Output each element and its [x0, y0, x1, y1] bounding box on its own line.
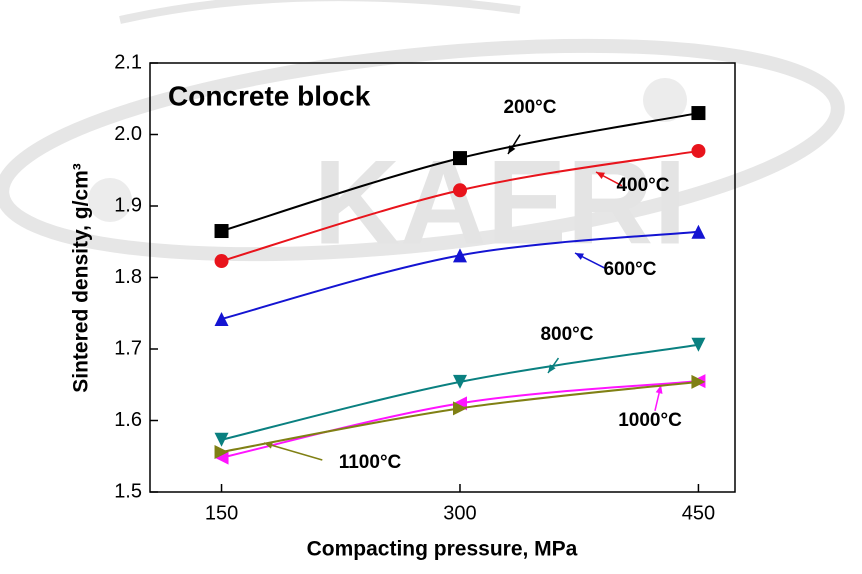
annotation-arrowhead — [596, 172, 605, 179]
y-tick-label: 2.1 — [114, 51, 142, 73]
watermark: KAERI — [313, 136, 686, 270]
annotation-arrowhead — [575, 253, 584, 260]
y-tick-label: 1.9 — [114, 194, 142, 216]
marker — [452, 183, 467, 198]
series-label: 1100°C — [339, 452, 402, 473]
marker — [452, 151, 467, 166]
annotation-arrowhead — [508, 145, 516, 154]
marker — [691, 143, 706, 158]
marker — [452, 248, 467, 263]
y-tick-label: 2.0 — [114, 123, 142, 145]
annotation-arrow — [263, 442, 323, 461]
x-axis-title: Compacting pressure, MPa — [307, 538, 578, 561]
annotation-arrowhead — [655, 385, 663, 394]
series-label: 800°C — [540, 324, 593, 345]
y-tick-label: 1.5 — [114, 480, 142, 502]
marker — [691, 337, 706, 352]
annotation-arrowhead — [264, 441, 273, 449]
marker — [452, 401, 467, 416]
marker — [214, 444, 229, 459]
y-axis-title: Sintered density, g/cm³ — [70, 163, 93, 393]
series-label: 1000°C — [618, 410, 682, 431]
marker — [214, 311, 229, 326]
x-tick-label: 300 — [443, 502, 476, 524]
marker — [452, 374, 467, 389]
y-tick-label: 1.6 — [114, 409, 142, 431]
marker — [691, 374, 706, 389]
marker — [691, 224, 706, 239]
y-tick-label: 1.8 — [114, 266, 142, 288]
series-label: 400°C — [616, 175, 669, 196]
marker — [214, 254, 229, 269]
marker — [214, 432, 229, 447]
y-tick-label: 1.7 — [114, 337, 142, 359]
x-tick-label: 450 — [682, 502, 715, 524]
background-decoration — [0, 0, 845, 262]
annotation-arrowhead — [548, 364, 556, 373]
chart-title: Concrete block — [168, 80, 371, 111]
marker — [691, 106, 706, 121]
series-label: 600°C — [603, 259, 656, 280]
series-label: 200°C — [503, 97, 556, 118]
marker — [214, 224, 229, 239]
x-tick-label: 150 — [205, 502, 238, 524]
marker — [214, 450, 229, 465]
